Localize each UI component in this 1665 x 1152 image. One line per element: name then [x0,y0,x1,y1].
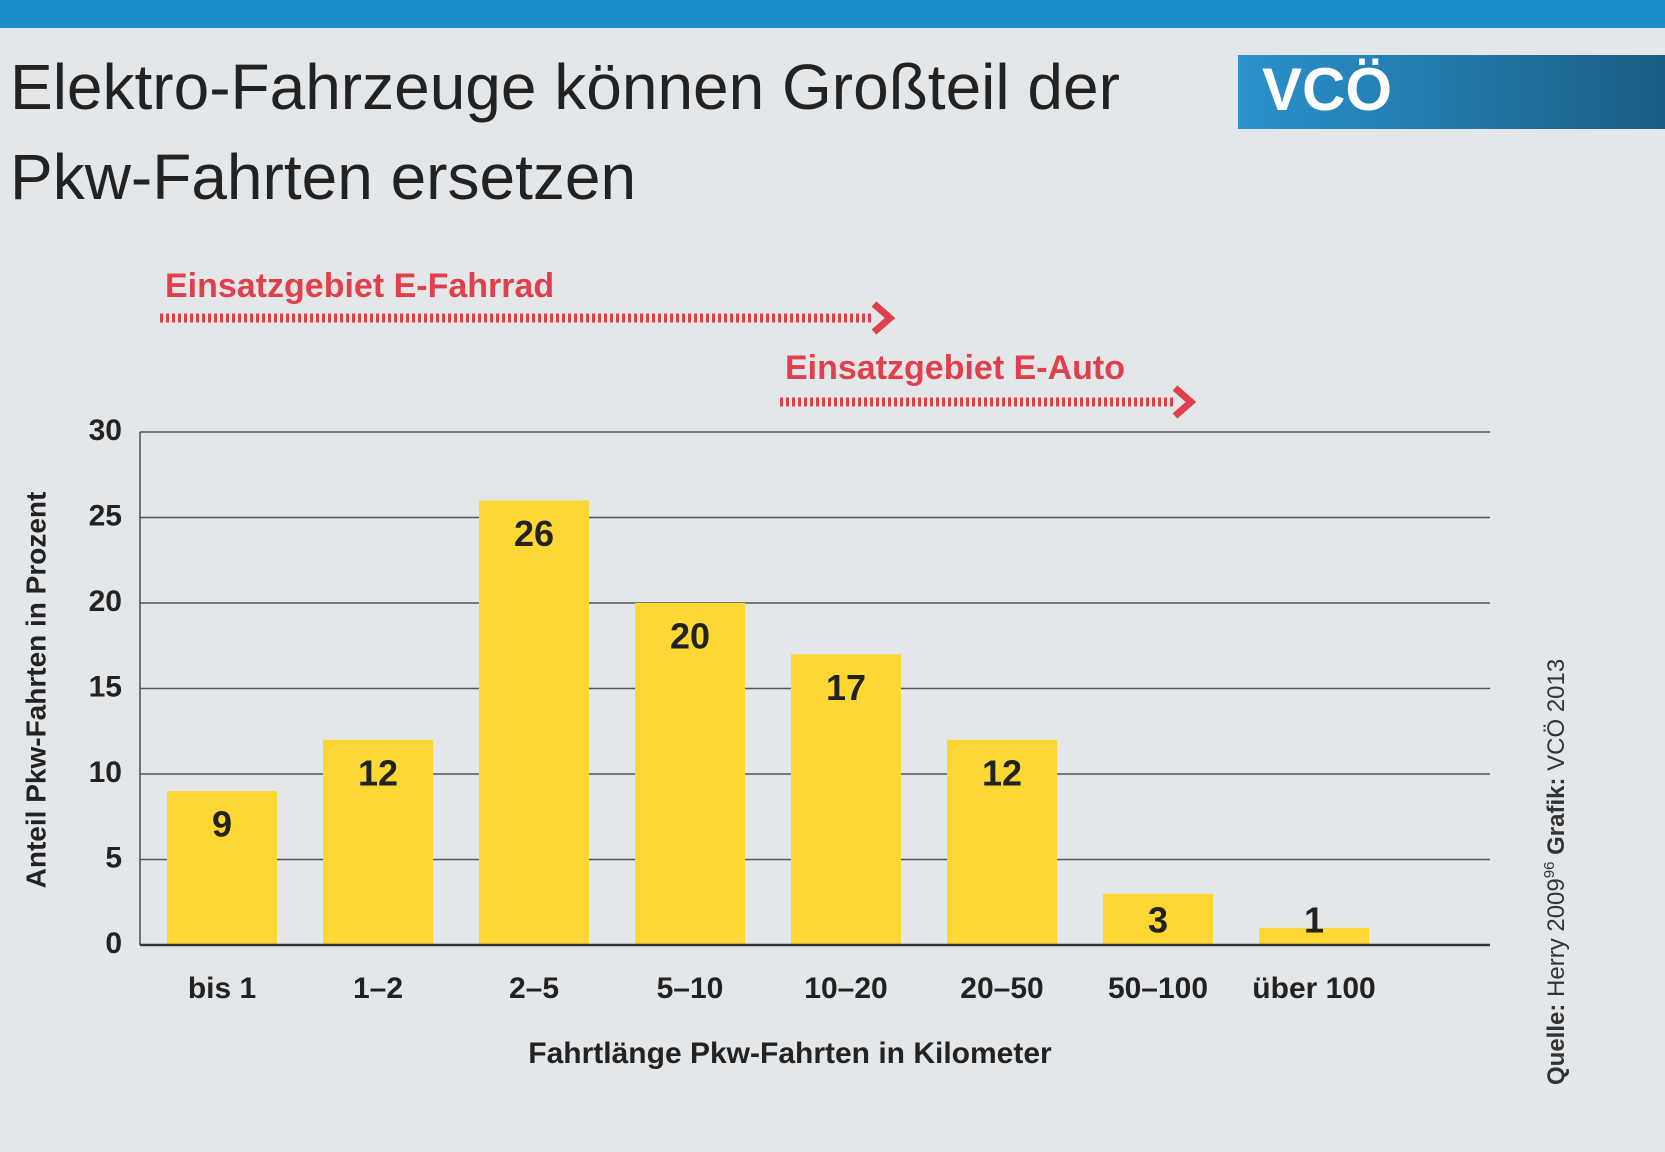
value-label: 1 [1304,900,1324,941]
x-tick-label: 20–50 [960,972,1043,1005]
chart-title: Elektro-Fahrzeuge können Großteil der [10,51,1120,123]
top-band [0,0,1665,28]
x-tick-label: 1–2 [353,972,403,1005]
y-tick-label: 0 [105,927,122,960]
x-tick-label: 5–10 [657,972,724,1005]
arrow-head [871,301,896,335]
x-tick-label: 50–100 [1108,972,1208,1005]
bar [791,654,901,945]
annotation: Einsatzgebiet E-Auto [785,349,1125,387]
source-label: Quelle: [1543,1004,1570,1085]
annotation: Einsatzgebiet E-Fahrrad [165,267,554,305]
x-tick-label: bis 1 [188,972,256,1005]
y-tick-label: 10 [89,756,122,789]
y-tick-label: 15 [89,670,122,703]
bar [323,739,433,945]
source-text: Herry 2009 [1543,878,1570,997]
bar [479,500,589,945]
value-label: 26 [514,513,554,554]
value-label: 17 [826,667,866,708]
bar [1103,893,1213,945]
source-superscript: 96 [1541,862,1558,879]
value-label: 9 [212,804,232,845]
credit-text: VCÖ 2013 [1543,659,1570,771]
value-label: 12 [358,752,398,793]
value-label: 12 [982,752,1022,793]
y-tick-label: 30 [89,414,122,447]
value-label: 3 [1148,900,1168,941]
x-axis-title: Fahrtlänge Pkw-Fahrten in Kilometer [528,1037,1052,1070]
bar [167,791,277,945]
y-tick-label: 25 [89,499,122,532]
y-tick-label: 20 [89,585,122,618]
x-tick-label: 10–20 [804,972,887,1005]
y-axis-title: Anteil Pkw-Fahrten in Prozent [20,492,51,889]
bar [635,603,745,945]
y-tick-label: 5 [105,841,122,874]
x-tick-label: über 100 [1252,972,1375,1005]
arrow-head [1172,385,1197,419]
logo-box [1238,55,1665,129]
value-label: 20 [670,616,710,657]
source: Quelle: Herry 200996 Grafik: VCÖ 2013 [1541,659,1570,1085]
logo: VCÖ [1262,56,1392,123]
chart-title: Pkw-Fahrten ersetzen [10,141,636,213]
x-tick-label: 2–5 [509,972,559,1005]
credit-label: Grafik: [1543,778,1570,855]
bar [1259,927,1369,945]
bar [947,739,1057,945]
